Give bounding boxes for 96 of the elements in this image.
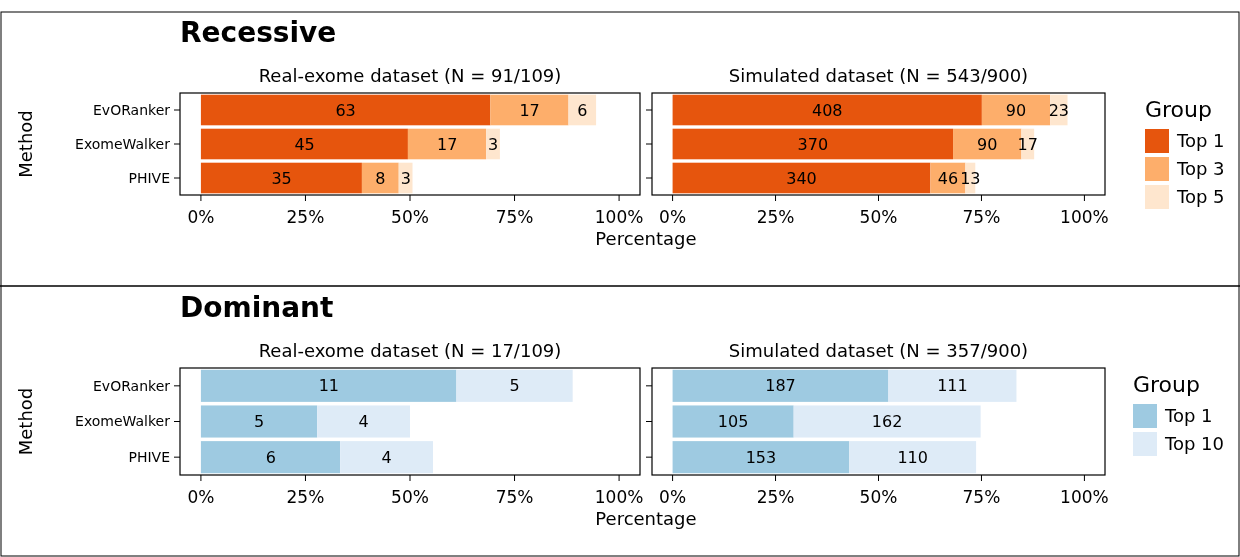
- y-tick-label: EvORanker: [93, 101, 171, 118]
- annotation: 8: [375, 168, 386, 188]
- annotation: 11: [318, 376, 340, 396]
- bar: [200, 441, 341, 474]
- bar: [361, 162, 399, 194]
- bar: [672, 369, 889, 402]
- bar: [568, 94, 597, 126]
- x-tick-label: 25%: [756, 207, 795, 227]
- annotation: 5: [509, 376, 520, 396]
- annotation: 162: [871, 412, 903, 432]
- x-tick-label: 0%: [187, 207, 215, 227]
- x-tick-label: 25%: [756, 487, 795, 507]
- text: Recessive: [180, 16, 337, 49]
- bar: [672, 405, 794, 438]
- bar: [200, 128, 408, 160]
- annotation: 35: [271, 168, 292, 188]
- annotation: 187: [765, 376, 796, 396]
- annotation: 13: [960, 168, 981, 188]
- annotation: 110: [897, 447, 928, 467]
- annotation: 111: [937, 376, 968, 396]
- legend-label: Top 10: [1164, 433, 1225, 455]
- y-axis-title: Method: [15, 387, 36, 456]
- bar: [200, 162, 362, 194]
- y-tick-label: PHIVE: [128, 449, 170, 466]
- annotation: 17: [519, 100, 540, 120]
- x-tick-label: 75%: [495, 487, 534, 507]
- bar: [200, 405, 318, 438]
- x-tick-label: 100%: [1060, 487, 1109, 507]
- x-tick-label: 0%: [659, 487, 687, 507]
- annotation: 105: [717, 412, 749, 432]
- annotation: 6: [265, 447, 276, 467]
- annotation: 153: [745, 447, 777, 467]
- legend-label: Top 3: [1176, 158, 1225, 180]
- annotation: 3: [488, 134, 499, 154]
- bar: [672, 441, 850, 474]
- bar: [200, 94, 491, 126]
- bar: [849, 441, 977, 474]
- y-axis-title: Method: [15, 110, 36, 178]
- text: Dominant: [180, 291, 334, 324]
- x-tick-label: 100%: [1060, 207, 1109, 227]
- bar: [793, 405, 981, 438]
- annotation: 370: [797, 134, 829, 154]
- x-tick-label: 75%: [495, 207, 534, 227]
- bar: [317, 405, 410, 438]
- legend-label: Top 1: [1176, 130, 1225, 152]
- x-axis-title: Percentage: [595, 508, 697, 529]
- bar: [340, 441, 433, 474]
- x-tick-label: 0%: [659, 207, 687, 227]
- x-tick-label: 75%: [962, 487, 1001, 507]
- bar: [200, 369, 457, 402]
- annotation: 5: [253, 412, 265, 432]
- y-tick-label: ExomeWalker: [75, 413, 171, 430]
- annotation: 90: [977, 134, 998, 154]
- x-tick-label: 75%: [962, 207, 1001, 227]
- annotation: 408: [811, 100, 843, 120]
- x-tick-label: 25%: [286, 487, 325, 507]
- bar: [981, 94, 1051, 126]
- annotation: 90: [1005, 100, 1027, 120]
- annotation: 4: [358, 412, 369, 432]
- bar: [672, 94, 982, 126]
- bar: [456, 369, 573, 402]
- x-tick-label: 25%: [286, 207, 325, 227]
- annotation: 340: [786, 168, 817, 188]
- x-tick-label: 50%: [859, 207, 898, 227]
- chart-title: Simulated dataset (N = 543/900): [728, 65, 1029, 86]
- y-tick-label: ExomeWalker: [75, 135, 171, 152]
- y-tick-label: EvORanker: [93, 377, 171, 394]
- bar: [490, 94, 569, 126]
- annotation: 17: [437, 134, 458, 154]
- legend-label: Top 1: [1164, 405, 1213, 427]
- y-tick-label: PHIVE: [128, 169, 170, 186]
- chart-title: Simulated dataset (N = 357/900): [728, 340, 1029, 361]
- chart-title: Real-exome dataset (N = 17/109): [258, 340, 562, 361]
- chart-title: Real-exome dataset (N = 91/109): [258, 65, 562, 86]
- x-tick-label: 50%: [391, 487, 429, 507]
- annotation: 3: [400, 168, 411, 188]
- legend-label: Top 5: [1176, 186, 1225, 208]
- x-tick-label: 100%: [594, 487, 644, 507]
- annotation: 17: [1017, 134, 1038, 154]
- bar: [672, 162, 931, 194]
- x-tick-label: 0%: [187, 487, 215, 507]
- x-tick-label: 100%: [594, 207, 644, 227]
- annotation: 4: [381, 447, 392, 467]
- annotation: 46: [937, 168, 959, 188]
- legend-title: Group: [1133, 372, 1200, 397]
- annotation: 23: [1048, 100, 1070, 120]
- x-tick-label: 50%: [859, 487, 898, 507]
- annotation: 45: [294, 134, 315, 154]
- annotation: 63: [335, 100, 356, 120]
- legend-title: Group: [1145, 97, 1212, 122]
- bar: [888, 369, 1017, 402]
- bar: [672, 128, 954, 160]
- bar: [407, 128, 487, 160]
- x-axis-title: Percentage: [595, 228, 697, 249]
- annotation: 6: [577, 100, 588, 120]
- x-tick-label: 50%: [391, 207, 429, 227]
